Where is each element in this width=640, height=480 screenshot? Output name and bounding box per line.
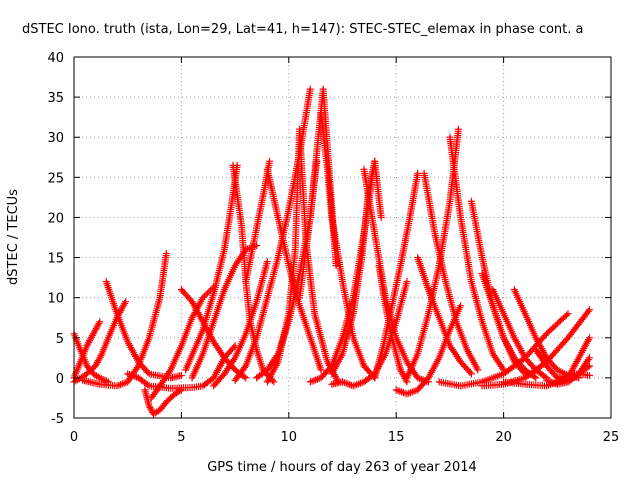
y-tick-label: 15 xyxy=(47,252,64,267)
data-series xyxy=(141,386,185,418)
y-tick-label: -5 xyxy=(51,412,64,427)
y-tick-label: 10 xyxy=(47,292,64,307)
data-series xyxy=(124,342,239,392)
data-point-markers xyxy=(124,342,239,392)
y-tick-label: 40 xyxy=(47,51,64,66)
data-series xyxy=(210,258,271,390)
x-tick-label: 10 xyxy=(281,430,298,445)
chart-title: dSTEC Iono. truth (ista, Lon=29, Lat=41,… xyxy=(22,22,584,37)
y-tick-label: 0 xyxy=(56,372,64,387)
data-point-markers xyxy=(210,258,271,390)
plot-marks xyxy=(70,85,593,418)
y-tick-label: 20 xyxy=(47,211,64,226)
x-tick-label: 15 xyxy=(388,430,405,445)
data-series xyxy=(177,286,250,382)
data-point-markers xyxy=(177,286,250,382)
data-series xyxy=(79,250,170,390)
y-tick-label: 25 xyxy=(47,171,64,186)
data-point-markers xyxy=(446,133,508,374)
x-axis-label: GPS time / hours of day 263 of year 2014 xyxy=(207,460,477,475)
data-series xyxy=(553,370,593,382)
y-tick-label: 30 xyxy=(47,131,64,146)
y-axis-label: dSTEC / TECUs xyxy=(6,189,21,285)
x-tick-label: 25 xyxy=(603,430,620,445)
x-tick-label: 0 xyxy=(70,430,78,445)
data-series xyxy=(263,125,342,386)
data-series xyxy=(446,133,508,374)
data-point-markers xyxy=(79,250,170,390)
x-tick-label: 5 xyxy=(177,430,185,445)
y-tick-label: 35 xyxy=(47,91,64,106)
data-series xyxy=(375,262,411,386)
data-series xyxy=(435,310,572,390)
x-tick-label: 20 xyxy=(495,430,512,445)
data-series xyxy=(263,165,325,374)
data-point-markers xyxy=(263,125,342,386)
data-point-markers xyxy=(263,165,325,374)
data-point-markers xyxy=(371,169,422,382)
ticks: 0 5 10 15 20 25 -5 0 5 10 15 20 25 30 35 40 xyxy=(47,51,619,445)
y-tick-label: 5 xyxy=(56,332,64,347)
data-point-markers xyxy=(553,370,593,382)
data-point-markers xyxy=(141,386,185,418)
plot-frame xyxy=(73,56,612,419)
data-point-markers xyxy=(435,310,572,390)
data-series xyxy=(371,169,422,382)
data-point-markers xyxy=(375,262,411,386)
